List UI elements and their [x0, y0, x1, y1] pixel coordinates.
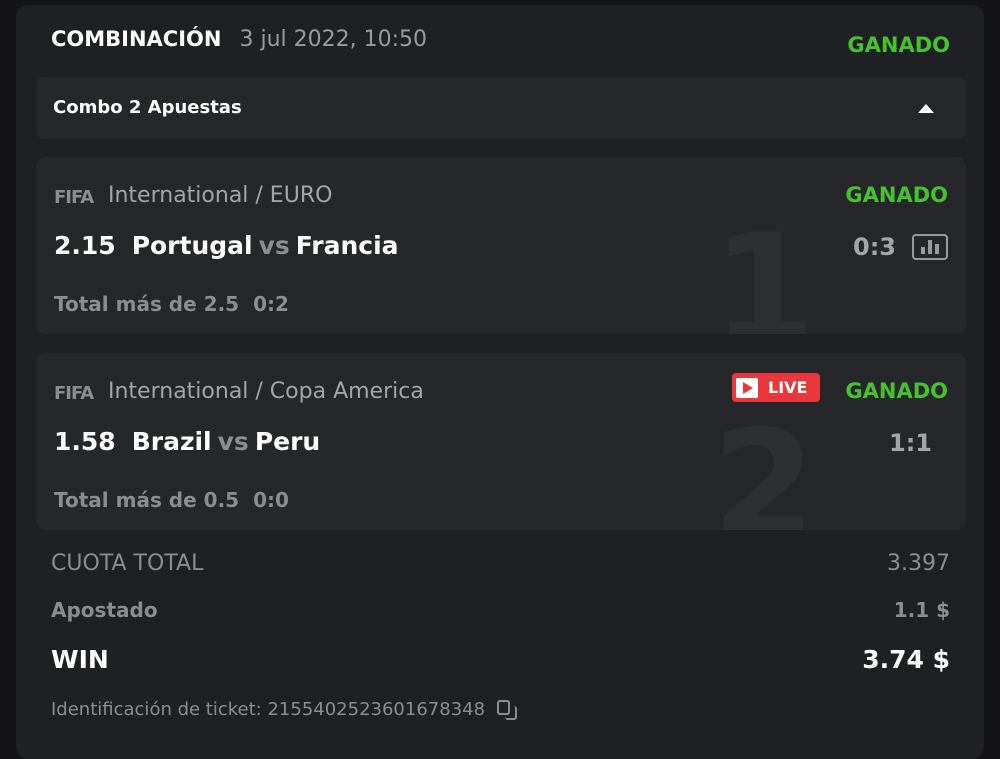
- bet-ticket-card: COMBINACIÓN 3 jul 2022, 10:50 GANADO Com…: [16, 5, 984, 759]
- stats-icon[interactable]: [912, 234, 948, 260]
- win-row: WIN 3.74 $: [51, 645, 950, 674]
- win-value: 3.74 $: [862, 645, 950, 674]
- match: 1.58 Brazil vs Peru: [54, 427, 320, 456]
- match: 2.15 Portugal vs Francia: [54, 231, 399, 260]
- play-icon: [736, 377, 758, 398]
- live-badge[interactable]: LIVE: [732, 373, 820, 402]
- live-label: LIVE: [768, 378, 808, 397]
- combo-label: Combo 2 Apuestas: [53, 97, 242, 118]
- selection-status: GANADO: [845, 379, 948, 403]
- win-label: WIN: [51, 645, 109, 674]
- staked-value: 1.1 $: [893, 598, 950, 622]
- total-odds-label: CUOTA TOTAL: [51, 551, 204, 576]
- bet-selection-2: 2 FIFA International / Copa America LIVE…: [36, 353, 966, 530]
- bet-type: COMBINACIÓN: [51, 27, 222, 51]
- staked-label: Apostado: [51, 598, 158, 622]
- selection-index: 2: [711, 399, 816, 530]
- copy-icon[interactable]: [497, 699, 518, 720]
- home-team: Brazil: [131, 427, 212, 456]
- final-score: 0:3: [853, 233, 896, 261]
- selection-status: GANADO: [845, 183, 948, 207]
- market-score: 0:0: [253, 488, 289, 512]
- vs-label: vs: [217, 427, 249, 456]
- bet-status: GANADO: [847, 33, 950, 57]
- final-score: 1:1: [889, 429, 932, 457]
- market: Total más de 0.5 0:0: [54, 488, 289, 512]
- home-team: Portugal: [131, 231, 253, 260]
- market-name: Total más de 0.5: [54, 488, 240, 512]
- league-name: International / Copa America: [108, 379, 424, 404]
- fifa-logo-icon: FIFA: [54, 187, 94, 208]
- market-name: Total más de 2.5: [54, 292, 240, 316]
- away-team: Francia: [295, 231, 399, 260]
- total-odds-value: 3.397: [887, 551, 950, 576]
- selection-index: 1: [711, 203, 816, 334]
- bet-selection-1: 1 FIFA International / EURO GANADO 2.15 P…: [36, 157, 966, 334]
- caret-up-icon[interactable]: [918, 104, 934, 113]
- combo-toggle[interactable]: Combo 2 Apuestas: [36, 77, 966, 139]
- market-score: 0:2: [253, 292, 289, 316]
- league-name: International / EURO: [108, 183, 333, 208]
- bet-header: COMBINACIÓN 3 jul 2022, 10:50: [51, 27, 427, 52]
- ticket-id: Identificación de ticket: 21554025236016…: [51, 699, 518, 720]
- bet-date: 3 jul 2022, 10:50: [239, 27, 427, 52]
- odd: 1.58: [54, 427, 116, 456]
- fifa-logo-icon: FIFA: [54, 383, 94, 404]
- away-team: Peru: [254, 427, 321, 456]
- ticket-id-text: Identificación de ticket: 21554025236016…: [51, 699, 486, 720]
- staked-row: Apostado 1.1 $: [51, 598, 950, 622]
- market: Total más de 2.5 0:2: [54, 292, 289, 316]
- vs-label: vs: [258, 231, 290, 260]
- total-odds-row: CUOTA TOTAL 3.397: [51, 551, 950, 576]
- odd: 2.15: [54, 231, 116, 260]
